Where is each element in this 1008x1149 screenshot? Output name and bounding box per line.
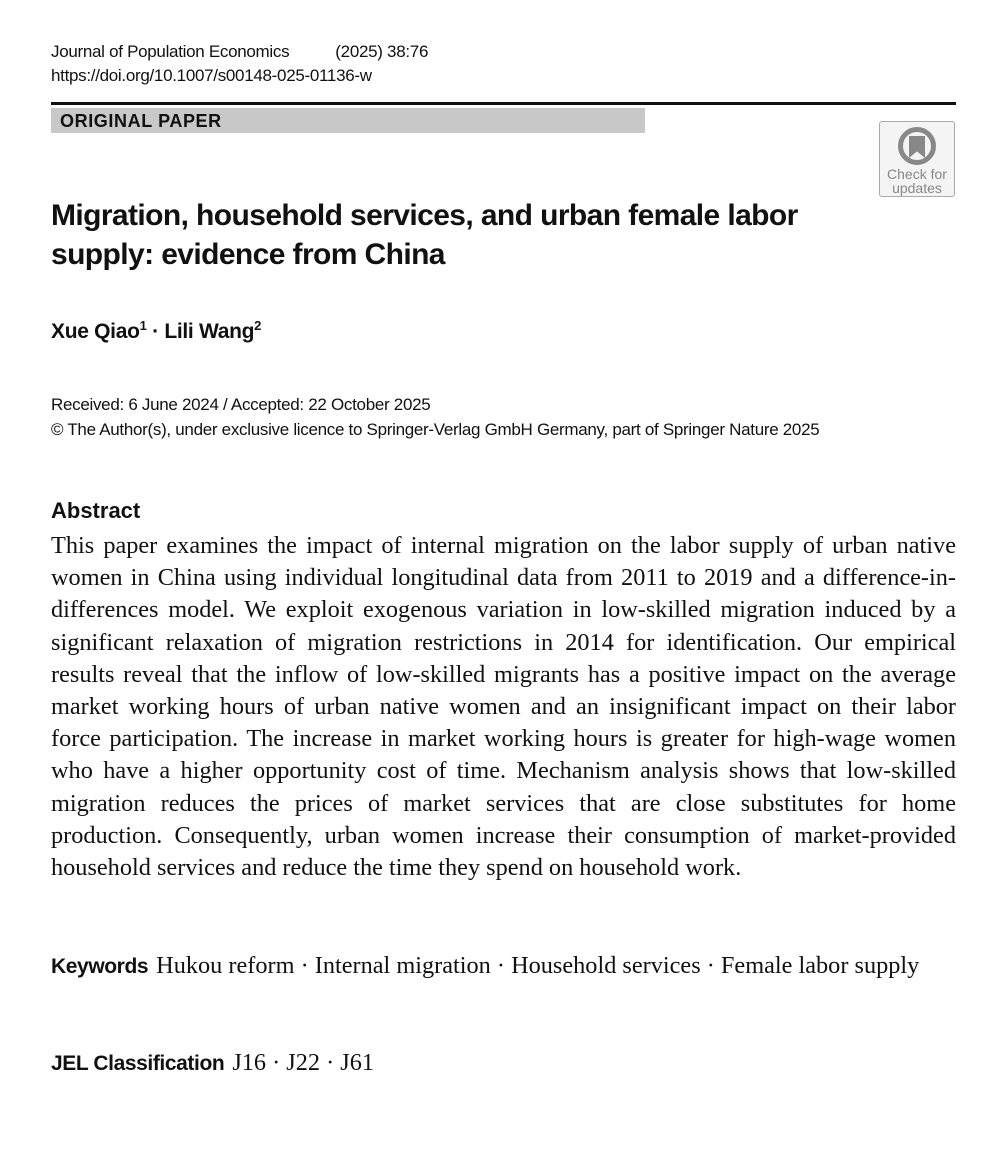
paper-title: Migration, household services, and urban… bbox=[51, 199, 798, 271]
badge-line2: updates bbox=[892, 180, 942, 196]
author-name[interactable]: Xue Qiao bbox=[51, 320, 140, 343]
journal-name: Journal of Population Economics bbox=[51, 42, 290, 61]
jel-label: JEL Classification bbox=[51, 1052, 225, 1075]
abstract-text: This paper examines the impact of intern… bbox=[51, 532, 956, 882]
dates: Received: 6 June 2024 / Accepted: 22 Oct… bbox=[51, 395, 431, 414]
check-for-updates-icon bbox=[898, 127, 936, 165]
affiliation-mark: 2 bbox=[254, 318, 262, 333]
header-rule bbox=[51, 102, 956, 105]
check-for-updates-button[interactable]: Check for updates bbox=[879, 121, 955, 197]
article-type: ORIGINAL PAPER bbox=[51, 108, 645, 133]
keywords-text: Hukou reform · Internal migration · Hous… bbox=[156, 952, 920, 979]
author-name[interactable]: Lili Wang bbox=[164, 320, 255, 343]
doi-link[interactable]: https://doi.org/10.1007/s00148-025-01136… bbox=[51, 66, 372, 85]
abstract-heading: Abstract bbox=[51, 498, 141, 523]
keywords-label: Keywords bbox=[51, 955, 149, 978]
author-separator: · bbox=[146, 320, 165, 343]
affiliation-mark: 1 bbox=[139, 318, 147, 333]
keywords: Keywords Hukou reform · Internal migratio… bbox=[51, 950, 956, 983]
jel-codes: J16 · J22 · J61 bbox=[232, 1049, 375, 1076]
jel-classification: JEL Classification J16 · J22 · J61 bbox=[51, 1047, 374, 1080]
author-list: Xue Qiao1 · Lili Wang2 bbox=[51, 318, 261, 344]
copyright: © The Author(s), under exclusive licence… bbox=[51, 420, 820, 439]
journal-header: Journal of Population Economics (2025) 38… bbox=[51, 40, 428, 88]
journal-volume: (2025) 38:76 bbox=[335, 42, 429, 61]
badge-line1: Check for bbox=[887, 166, 947, 182]
publication-info: Received: 6 June 2024 / Accepted: 22 Oct… bbox=[51, 392, 820, 442]
